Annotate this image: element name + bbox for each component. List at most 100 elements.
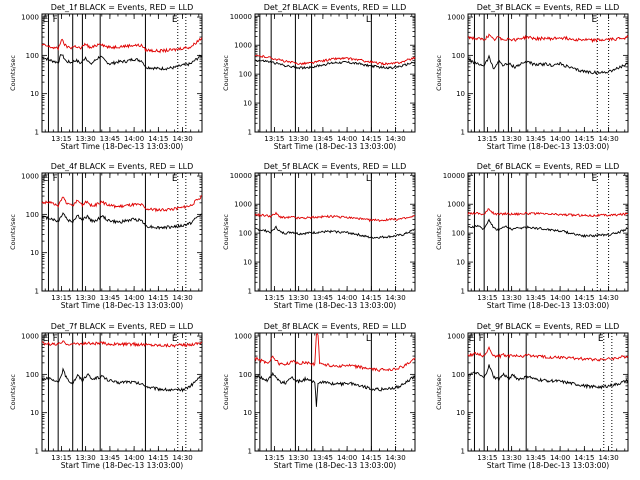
y-tick-label: 10000 (443, 172, 465, 180)
plot-frame (254, 172, 416, 292)
event-marker-label: L (366, 15, 371, 25)
panel-title: Det_3f BLACK = Events, RED = LLD (477, 3, 620, 12)
y-tick-label: 1000 (447, 14, 465, 22)
x-tick-label: 14:30 (173, 454, 193, 462)
x-tick-label: 14:00 (337, 135, 357, 143)
events-series-line (254, 371, 416, 407)
detector-panel: Det_5f BLACK = Events, RED = LLD 1 10 100 10… (222, 162, 416, 310)
detector-panel: Det_2f BLACK = Events, RED = LLD 1 10 100 10… (222, 3, 416, 151)
x-axis-label: Start Time (18-Dec-13 13:03:00) (274, 461, 396, 470)
lld-series-line (467, 208, 629, 218)
x-tick-label: 13:15 (51, 294, 71, 302)
y-tick-label: 10000 (230, 13, 252, 21)
y-tick-label: 1 (35, 288, 39, 296)
y-tick-label: 10 (243, 409, 252, 417)
lld-series-line (41, 195, 203, 213)
y-tick-label: 1000 (447, 201, 465, 209)
event-marker-label: E (591, 174, 597, 184)
x-tick-label: 14:30 (386, 294, 406, 302)
x-tick-label: 14:30 (599, 294, 619, 302)
y-tick-label: 100 (239, 371, 252, 379)
events-series-line (254, 225, 416, 239)
x-tick-label: 13:15 (477, 294, 497, 302)
lld-series-line (254, 332, 416, 372)
x-tick-label: 13:15 (51, 135, 71, 143)
y-tick-label: 1 (461, 448, 465, 456)
x-tick-label: 14:15 (148, 294, 168, 302)
y-tick-label: 1000 (21, 173, 39, 181)
plot-frame (41, 172, 203, 292)
y-tick-label: 10 (243, 100, 252, 108)
lld-series-line (254, 54, 416, 66)
x-tick-label: 13:45 (526, 135, 546, 143)
x-tick-label: 13:30 (502, 454, 522, 462)
panel-title: Det_9f BLACK = Events, RED = LLD (477, 322, 620, 331)
y-tick-label: 10 (456, 90, 465, 98)
y-axis-label: Counts/sec (9, 214, 17, 250)
x-tick-label: 13:30 (289, 294, 309, 302)
y-tick-label: 1000 (21, 14, 39, 22)
x-tick-label: 13:15 (264, 135, 284, 143)
x-tick-label: 14:30 (173, 294, 193, 302)
y-tick-label: 1000 (234, 333, 252, 341)
panel-title: Det_5f BLACK = Events, RED = LLD (264, 162, 407, 171)
detector-panel: Det_8f BLACK = Events, RED = LLD 1 10 100 10… (222, 322, 416, 470)
events-series-line (467, 54, 629, 75)
plot-frame (41, 13, 203, 133)
event-marker-label: F (53, 174, 58, 184)
event-marker-label: E (172, 174, 178, 184)
event-marker-label: L (366, 334, 371, 344)
x-axis-label: Start Time (18-Dec-13 13:03:00) (61, 461, 183, 470)
y-tick-label: 100 (26, 52, 39, 60)
x-axis-label: Start Time (18-Dec-13 13:03:00) (274, 301, 396, 310)
plot-frame (467, 13, 629, 133)
lld-series-line (467, 33, 629, 44)
events-series-line (41, 212, 203, 230)
events-series-line (467, 218, 629, 238)
x-tick-label: 14:15 (574, 135, 594, 143)
panel-title: Det_1f BLACK = Events, RED = LLD (51, 3, 194, 12)
y-axis-label: Counts/sec (222, 214, 230, 250)
panel-title: Det_6f BLACK = Events, RED = LLD (477, 162, 620, 171)
y-axis-label: Counts/sec (435, 374, 443, 410)
event-marker-label: E (43, 15, 49, 25)
event-marker-label: F (53, 334, 58, 344)
event-marker-label: E (43, 334, 49, 344)
x-tick-label: 13:45 (526, 294, 546, 302)
y-tick-label: 1000 (21, 333, 39, 341)
x-tick-label: 13:45 (100, 454, 120, 462)
panel-title: Det_4f BLACK = Events, RED = LLD (51, 162, 194, 171)
x-tick-label: 14:30 (173, 135, 193, 143)
panel-title: Det_2f BLACK = Events, RED = LLD (264, 3, 407, 12)
x-tick-label: 14:15 (361, 135, 381, 143)
event-marker-label: E (172, 334, 178, 344)
x-tick-label: 13:30 (76, 454, 96, 462)
x-tick-label: 13:45 (313, 135, 333, 143)
x-axis-label: Start Time (18-Dec-13 13:03:00) (61, 301, 183, 310)
x-tick-label: 13:30 (289, 135, 309, 143)
y-axis-label: Counts/sec (435, 55, 443, 91)
x-tick-label: 13:30 (76, 294, 96, 302)
x-axis-label: Start Time (18-Dec-13 13:03:00) (487, 142, 609, 151)
y-tick-label: 10 (456, 409, 465, 417)
x-tick-label: 14:00 (124, 454, 144, 462)
y-tick-label: 1000 (234, 42, 252, 50)
y-tick-label: 1 (35, 129, 39, 137)
event-marker-label: F (53, 15, 58, 25)
detector-panel: Det_3f BLACK = Events, RED = LLD 1 10 100 10… (435, 3, 629, 151)
event-marker-label: E (598, 334, 604, 344)
y-tick-label: 100 (452, 52, 465, 60)
x-tick-label: 14:30 (386, 135, 406, 143)
y-tick-label: 1 (35, 448, 39, 456)
detector-panel: Det_7f BLACK = Events, RED = LLD 1 10 100 10… (9, 322, 203, 470)
x-tick-label: 14:15 (361, 454, 381, 462)
event-marker-label: E (172, 15, 178, 25)
x-tick-label: 13:45 (100, 294, 120, 302)
plot-frame (254, 13, 416, 133)
y-tick-label: 10 (30, 249, 39, 257)
x-tick-label: 14:30 (599, 135, 619, 143)
y-axis-label: Counts/sec (222, 374, 230, 410)
y-axis-label: Counts/sec (435, 214, 443, 250)
plot-frame (41, 332, 203, 452)
y-tick-label: 100 (239, 71, 252, 79)
